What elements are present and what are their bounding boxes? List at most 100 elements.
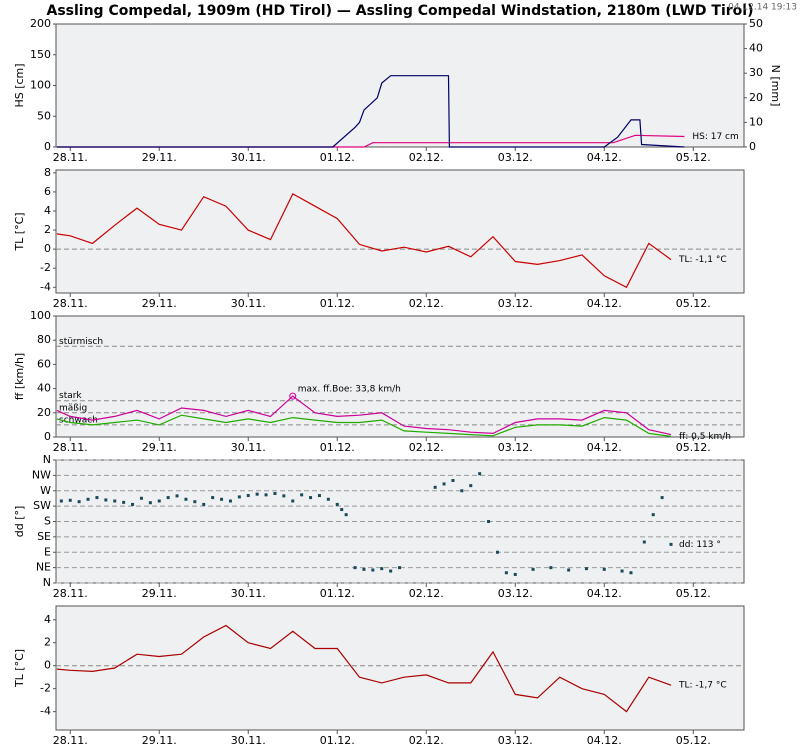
- point: [211, 496, 215, 500]
- point: [148, 501, 152, 505]
- y-tick-label: -4: [40, 705, 51, 718]
- level-label: stürmisch: [59, 337, 103, 347]
- point: [131, 502, 135, 506]
- point: [362, 567, 366, 571]
- point: [340, 508, 344, 512]
- y-tick-label: 0: [44, 659, 51, 672]
- x-tick-label: 04.12.: [587, 587, 622, 600]
- point: [344, 513, 348, 517]
- point: [651, 513, 655, 517]
- y2-tick-label: 50: [749, 17, 763, 30]
- x-tick-label: 04.12.: [587, 441, 622, 454]
- point: [175, 494, 179, 498]
- x-tick-label: 30.11.: [231, 297, 266, 310]
- x-tick-label: 04.12.: [587, 297, 622, 310]
- x-tick-label: 05.12.: [676, 151, 711, 164]
- point: [326, 497, 330, 501]
- y-tick-label: 60: [37, 357, 51, 370]
- x-tick-label: 03.12.: [498, 297, 533, 310]
- point: [139, 496, 143, 500]
- y-tick-label: 4: [44, 613, 51, 626]
- point: [478, 472, 482, 476]
- point: [669, 542, 673, 546]
- point: [300, 493, 304, 497]
- y2-axis-label: N [mm]: [769, 65, 782, 107]
- x-tick-label: 29.11.: [142, 151, 177, 164]
- point: [513, 572, 517, 576]
- point: [157, 499, 161, 503]
- y-tick-label: N: [43, 576, 51, 589]
- point: [59, 499, 63, 503]
- point: [335, 502, 339, 506]
- y-tick-label: 0: [44, 242, 51, 255]
- x-tick-label: 05.12.: [676, 587, 711, 600]
- y2-tick-label: 10: [749, 115, 763, 128]
- point: [620, 569, 624, 573]
- series-line: [56, 395, 672, 436]
- x-tick-label: 04.12.: [587, 151, 622, 164]
- x-tick-label: 02.12.: [409, 441, 444, 454]
- annotation: TL: -1,1 °C: [678, 255, 727, 265]
- y-tick-label: W: [40, 484, 51, 497]
- x-tick-label: 05.12.: [676, 734, 711, 747]
- y-tick-label: 6: [44, 185, 51, 198]
- x-tick-label: 05.12.: [676, 441, 711, 454]
- point: [629, 571, 633, 575]
- point: [642, 540, 646, 544]
- annotation: max. ff.Boe: 33,8 km/h: [298, 385, 401, 395]
- y-axis-label: HS [cm]: [13, 63, 26, 107]
- y-tick-label: E: [44, 545, 51, 558]
- point: [584, 567, 588, 571]
- y-axis-label: TL [°C]: [13, 212, 26, 251]
- y-tick-label: NW: [32, 468, 51, 481]
- point: [442, 482, 446, 486]
- x-tick-label: 01.12.: [320, 151, 355, 164]
- point: [487, 520, 491, 523]
- point: [380, 567, 384, 571]
- level-label: mäßig: [59, 403, 87, 413]
- point: [549, 566, 553, 570]
- series-line: [56, 624, 672, 713]
- y-tick-label: 80: [37, 333, 51, 346]
- y-tick-label: 2: [44, 636, 51, 649]
- plot-area: [55, 605, 745, 731]
- y-axis-label: dd [°]: [13, 506, 26, 538]
- point: [371, 568, 375, 572]
- timestamp: 04.12.14 19:13: [728, 3, 797, 13]
- x-tick-label: 02.12.: [409, 734, 444, 747]
- point: [504, 571, 508, 575]
- point: [353, 566, 357, 570]
- annotation: TL: -1,7 °C: [678, 681, 727, 691]
- point: [193, 500, 197, 504]
- point: [389, 569, 393, 573]
- point: [237, 495, 241, 499]
- y-tick-label: 40: [37, 382, 51, 395]
- annotation: HS: 17 cm: [692, 132, 738, 142]
- y-tick-label: 0: [44, 430, 51, 443]
- x-tick-label: 05.12.: [676, 297, 711, 310]
- y-tick-label: SE: [37, 530, 51, 543]
- point: [469, 484, 473, 488]
- x-tick-label: 28.11.: [53, 297, 88, 310]
- point: [282, 494, 286, 498]
- point: [451, 479, 455, 482]
- annotation-marker: [289, 392, 297, 400]
- y-tick-label: -2: [40, 682, 51, 695]
- point: [309, 496, 313, 500]
- point: [291, 499, 295, 503]
- x-tick-label: 28.11.: [53, 587, 88, 600]
- x-tick-label: 29.11.: [142, 587, 177, 600]
- point: [317, 494, 321, 498]
- point: [228, 499, 232, 503]
- x-tick-label: 30.11.: [231, 441, 266, 454]
- point: [255, 492, 259, 496]
- point: [202, 502, 206, 506]
- point: [166, 496, 170, 500]
- x-tick-label: 02.12.: [409, 587, 444, 600]
- point: [246, 494, 250, 498]
- y-tick-label: 100: [30, 79, 51, 92]
- y2-tick-label: 20: [749, 91, 763, 104]
- x-tick-label: 28.11.: [53, 441, 88, 454]
- y2-tick-label: 40: [749, 42, 763, 55]
